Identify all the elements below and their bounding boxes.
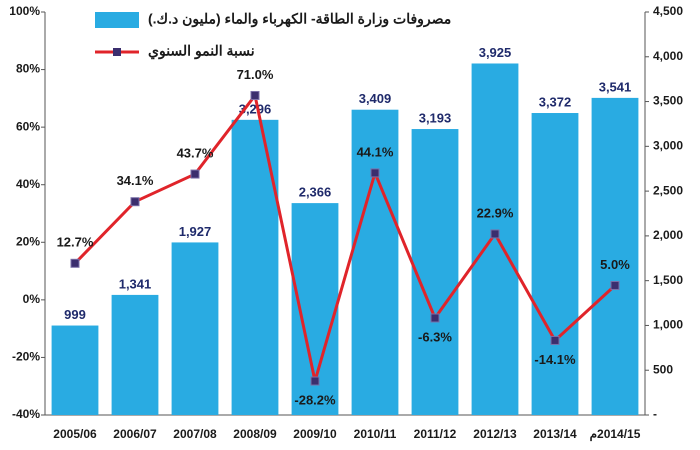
y2-tick-label: 4,000 [653,49,683,63]
bar [411,129,459,415]
y-tick-label: 60% [16,119,40,133]
y-tick-label: 0% [23,292,41,306]
y2-tick-label: 4,500 [653,4,683,18]
bar-value-label: 3,541 [599,79,632,94]
bar [351,109,399,415]
y2-tick-label: 1,500 [653,273,683,287]
x-tick-label: 2010/11 [354,427,397,441]
bar-value-label: 3,409 [359,91,392,106]
legend-marker [113,48,121,56]
y-tick-label: 100% [9,4,40,18]
line-value-label: 44.1% [357,144,394,159]
line-marker [430,313,440,323]
bar-value-label: 3,193 [419,110,452,125]
line-value-label: -28.2% [294,392,336,407]
bar-value-label: 1,927 [179,224,212,239]
line-marker [190,169,200,179]
x-tick-label: 2014/15م [590,427,641,442]
y-tick-label: 80% [16,62,40,76]
y2-tick-label: 2,000 [653,228,683,242]
bar [111,294,159,415]
growth-line [73,91,617,382]
x-tick-label: 2009/10 [293,427,337,441]
bar [51,325,99,415]
line-value-label: 12.7% [57,235,94,250]
bar-value-label: 3,372 [539,94,572,109]
x-tick-label: 2013/14 [533,427,577,441]
line-value-label: 43.7% [177,146,214,161]
line-marker [370,168,380,178]
x-tick-label: 2007/08 [173,427,217,441]
line-value-label: 71.0% [237,67,274,82]
y2-tick-label: - [653,407,657,421]
x-tick-label: 2006/07 [113,427,157,441]
x-tick-label: 2008/09 [233,427,277,441]
x-tick-label: 2011/12 [414,427,457,441]
line-value-label: 34.1% [117,173,154,188]
y-tick-label: 20% [16,234,40,248]
line-marker [130,197,140,207]
line-marker [310,376,320,386]
bar-value-label: 2,366 [299,185,332,200]
y2-tick-label: 3,500 [653,94,683,108]
y2-tick-label: 500 [653,362,673,376]
y2-tick-label: 2,500 [653,183,683,197]
legend-label: نسبة النمو السنوي [148,43,255,60]
y-tick-label: -20% [12,350,40,364]
line-value-label: 5.0% [600,257,630,272]
line-marker [550,335,560,345]
bar [231,119,279,415]
legend-swatch [95,12,139,28]
bar [171,242,219,415]
bar-value-label: 1,341 [119,276,152,291]
line-value-label: 22.9% [477,205,514,220]
line-marker [490,229,500,239]
bar [531,113,579,415]
line-value-label: -14.1% [534,352,576,367]
bar [471,63,519,415]
y2-tick-label: 3,000 [653,139,683,153]
y-tick-label: 40% [16,177,40,191]
x-tick-label: 2012/13 [473,427,517,441]
line-marker [610,280,620,290]
y-tick-label: -40% [12,407,40,421]
line-value-label: -6.3% [418,329,452,344]
bar-value-label: 3,925 [479,45,512,60]
bar [591,97,639,415]
bar-value-label: 999 [64,307,86,322]
x-tick-label: 2005/06 [53,427,97,441]
line-marker [70,258,80,268]
line-marker [250,90,260,100]
y2-tick-label: 1,000 [653,318,683,332]
legend-label: مصروفات وزارة الطاقة- الكهرباء والماء (م… [148,11,451,28]
